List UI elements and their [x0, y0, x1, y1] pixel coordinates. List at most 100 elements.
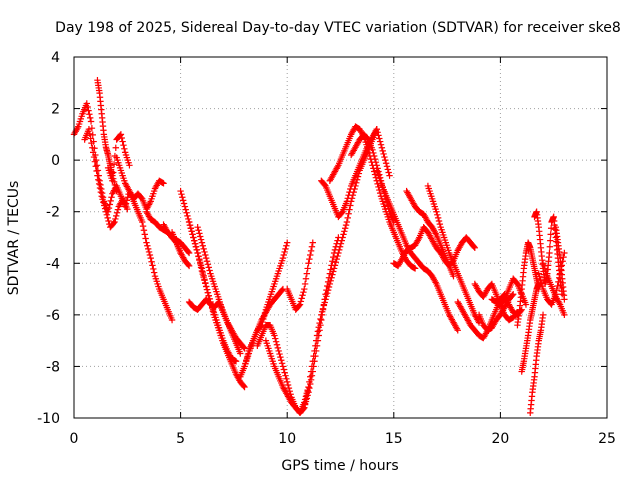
data-point	[112, 144, 119, 151]
data-point	[196, 230, 203, 237]
x-tick-label: 15	[385, 431, 403, 447]
series-track-18	[284, 239, 316, 313]
series-track-14	[241, 239, 291, 370]
series-track-15	[254, 234, 342, 417]
data-point	[324, 286, 332, 294]
data-point	[316, 319, 323, 327]
data-point	[93, 167, 100, 175]
data-point	[273, 341, 281, 348]
data-point	[281, 369, 288, 376]
data-point	[107, 197, 114, 205]
data-point	[149, 262, 156, 269]
data-point	[435, 217, 443, 225]
data-point	[295, 302, 303, 309]
data-point	[309, 358, 316, 365]
data-point	[118, 134, 125, 142]
data-point	[100, 199, 107, 206]
data-point	[202, 254, 210, 262]
data-point	[200, 274, 207, 281]
x-tick-label: 20	[491, 431, 509, 447]
data-point	[380, 150, 387, 158]
data-point	[301, 280, 309, 288]
y-tick-label: 2	[51, 102, 60, 118]
data-point	[90, 153, 98, 161]
data-point	[309, 239, 316, 246]
data-point	[436, 220, 444, 228]
data-point	[324, 289, 331, 297]
data-point	[382, 156, 389, 164]
data-point	[539, 311, 547, 319]
data-point	[535, 270, 542, 277]
data-point	[126, 162, 133, 169]
data-point	[124, 205, 131, 213]
data-point	[433, 208, 440, 215]
data-point	[344, 214, 351, 222]
data-point	[199, 270, 206, 278]
data-point	[547, 225, 555, 232]
data-point	[345, 192, 352, 199]
data-point	[271, 332, 278, 339]
data-point	[322, 296, 329, 303]
data-point	[509, 292, 516, 299]
y-tick-label: -8	[46, 359, 60, 375]
data-point	[147, 254, 154, 262]
data-point	[334, 252, 341, 260]
data-point	[89, 149, 97, 156]
data-point	[338, 237, 345, 244]
data-point	[325, 283, 333, 291]
data-point	[560, 253, 567, 261]
data-point	[196, 256, 203, 264]
data-point	[204, 261, 212, 268]
data-point	[280, 366, 287, 373]
data-point	[372, 159, 380, 166]
data-point	[537, 276, 544, 283]
data-point	[197, 236, 205, 243]
y-tick-label: -4	[46, 256, 60, 272]
y-tick-labels: 4 2 0 -2 -4 -6 -8 -10	[37, 50, 60, 427]
data-point	[336, 243, 344, 250]
data-point	[179, 194, 186, 201]
data-point	[434, 211, 441, 219]
data-point	[244, 350, 252, 358]
data-point	[260, 312, 268, 320]
data-point	[121, 145, 128, 152]
data-point	[383, 163, 391, 170]
data-point	[86, 111, 93, 118]
data-point	[185, 249, 193, 257]
data-point	[117, 131, 125, 138]
data-point	[237, 350, 244, 357]
data-point	[555, 278, 562, 286]
y-tick-label: 4	[51, 50, 60, 66]
data-point	[296, 301, 304, 308]
data-point	[189, 231, 196, 238]
data-point	[141, 231, 148, 238]
data-point	[369, 146, 376, 154]
data-point	[384, 166, 392, 173]
data-point	[336, 246, 343, 254]
data-point	[148, 258, 155, 265]
data-point	[97, 188, 105, 196]
series-track-32	[527, 311, 547, 417]
series-track-31	[518, 280, 542, 375]
data-point	[318, 311, 325, 319]
data-point	[307, 368, 315, 375]
data-point	[509, 291, 517, 298]
data-point	[346, 206, 353, 213]
data-point	[91, 158, 99, 165]
data-point	[547, 237, 554, 244]
data-point	[186, 221, 194, 229]
data-point	[282, 245, 289, 253]
data-point	[194, 249, 201, 257]
y-tick-label: -6	[46, 308, 60, 324]
data-point	[197, 264, 205, 271]
data-point	[179, 197, 187, 204]
data-point	[187, 225, 195, 232]
x-tick-label: 25	[598, 431, 616, 447]
data-point	[378, 144, 386, 151]
data-point	[303, 270, 311, 277]
data-point	[310, 352, 317, 360]
data-point	[277, 353, 284, 361]
data-point	[88, 124, 96, 132]
data-point	[327, 277, 334, 285]
data-point	[307, 373, 314, 380]
